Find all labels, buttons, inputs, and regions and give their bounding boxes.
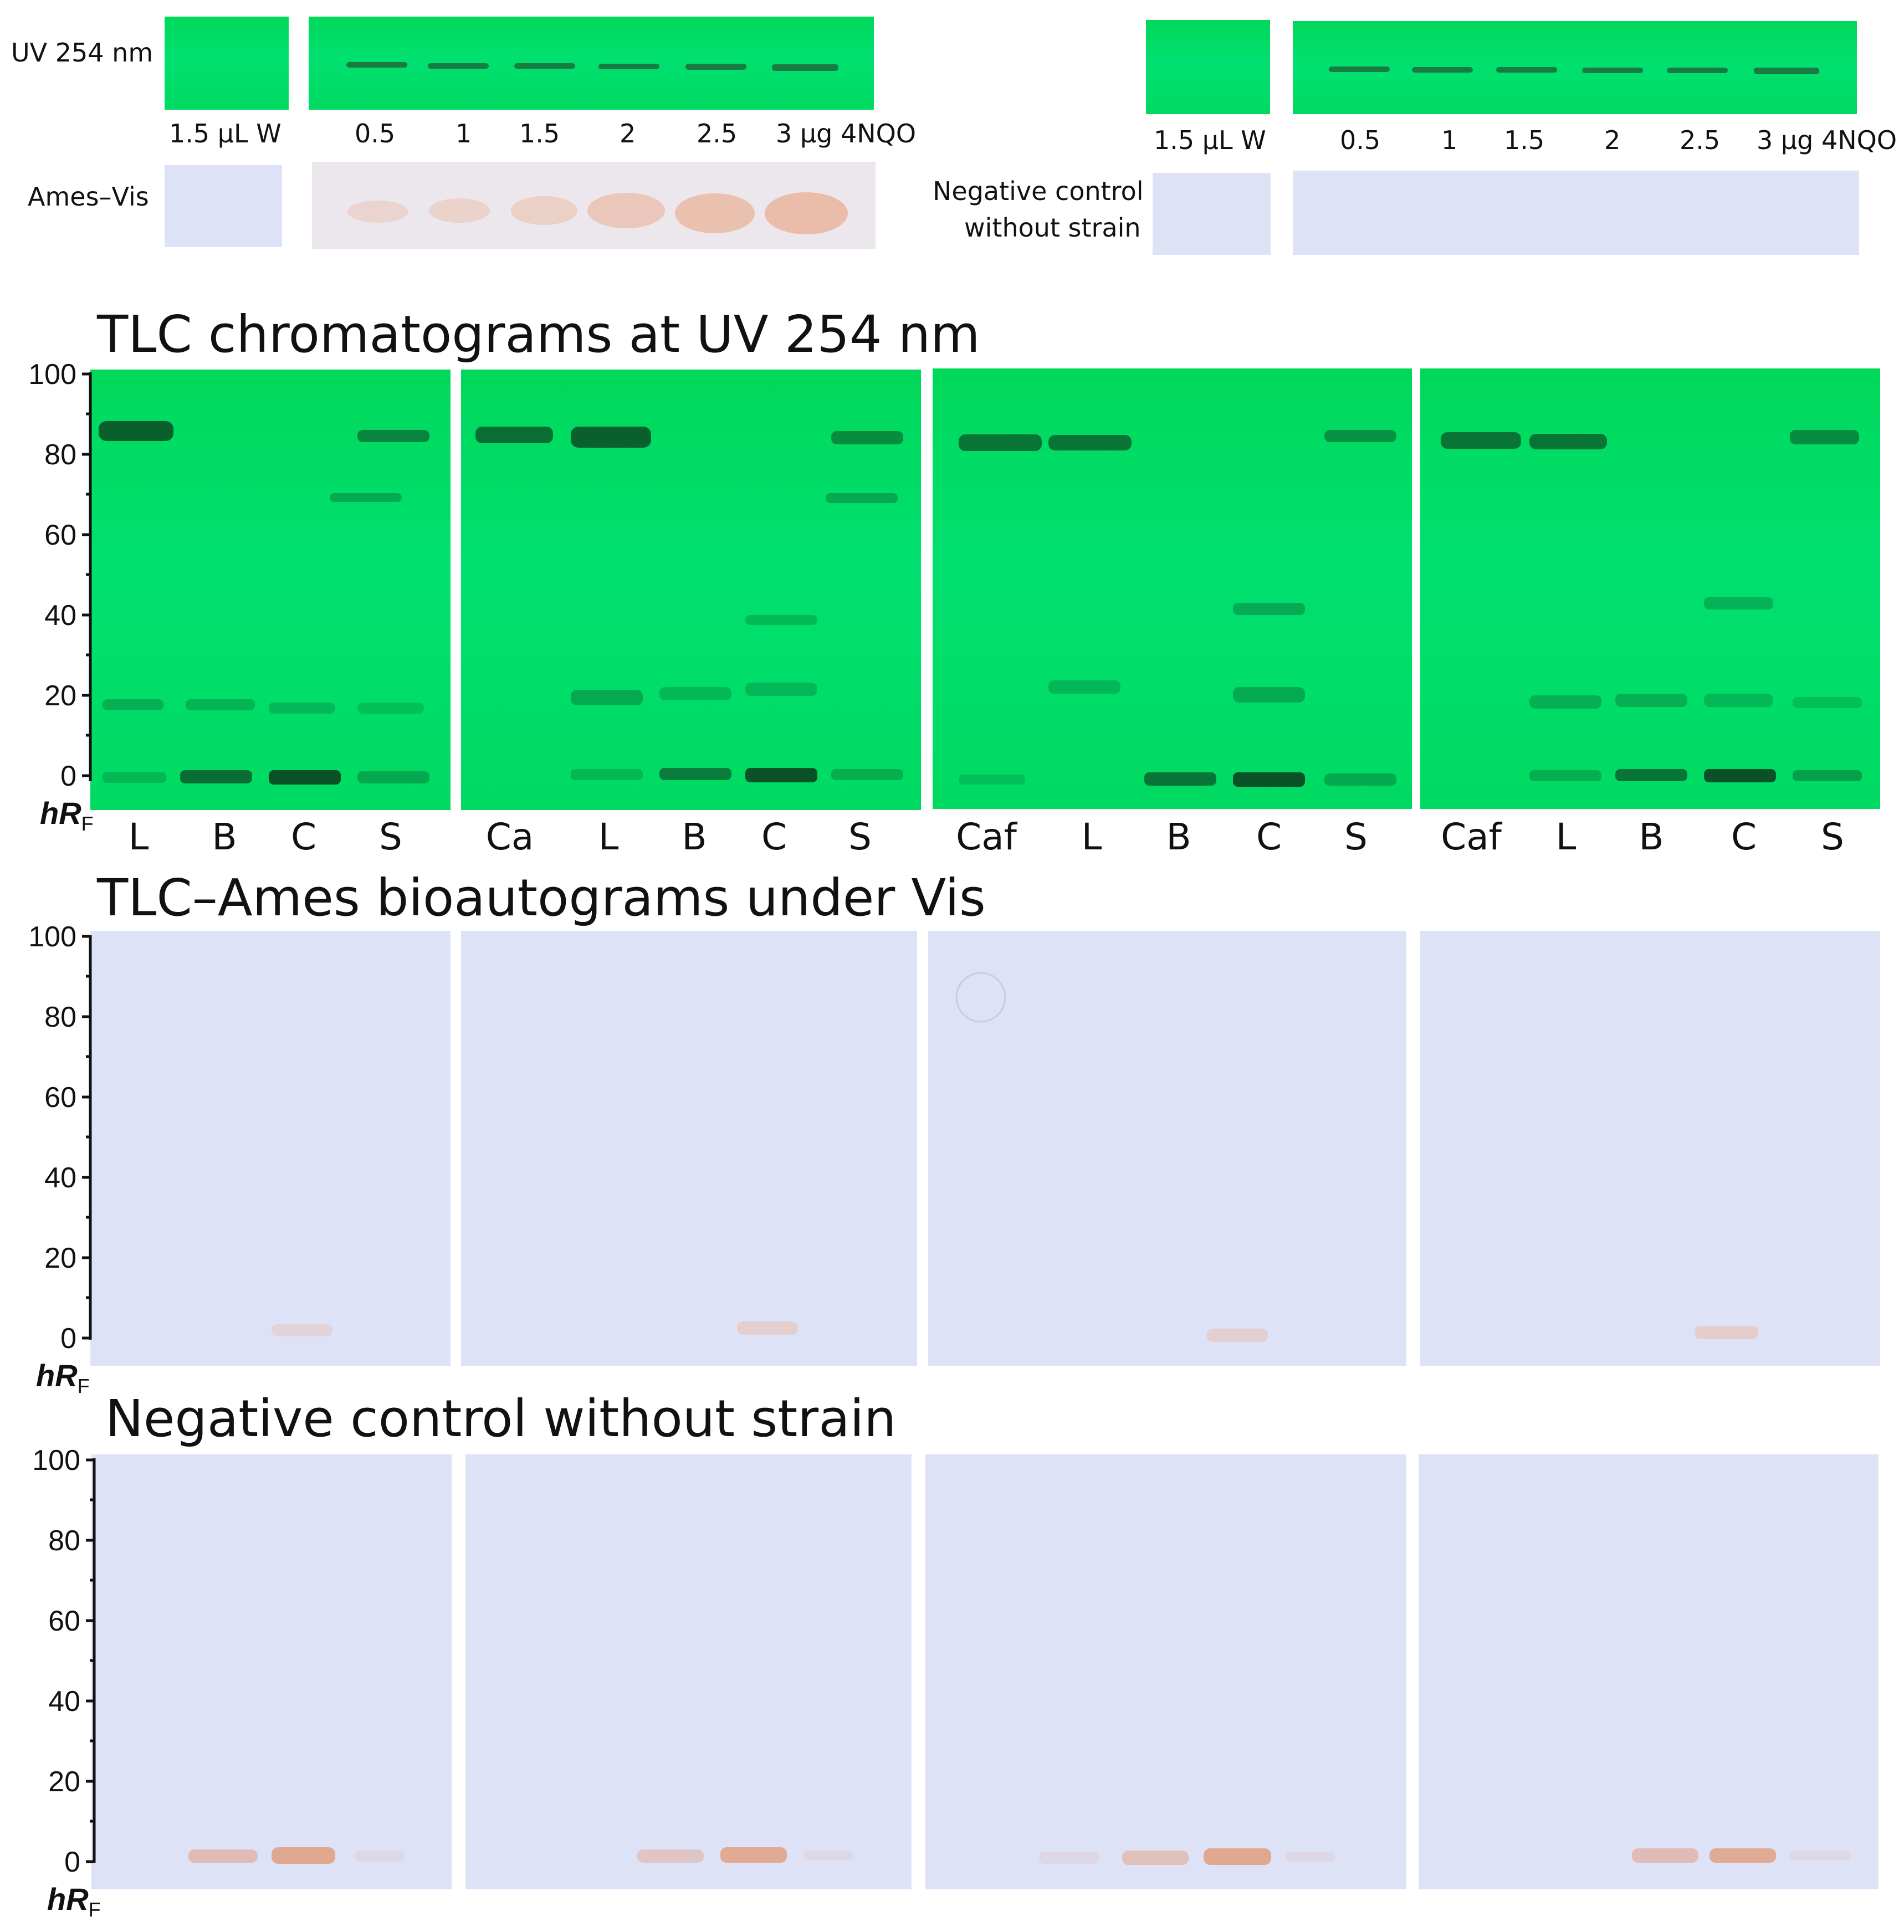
neg-spots xyxy=(188,1847,1851,1865)
ames-plate-3 xyxy=(928,931,1406,1366)
top-right-uv-bands xyxy=(1329,66,1819,74)
ames-tick-20: 20 xyxy=(44,1242,76,1274)
uv-axis-label: hRF xyxy=(40,796,94,836)
top-left-lane-7: 3 µg 4NQO xyxy=(776,119,917,148)
plate-2-lane-3: B xyxy=(682,816,707,858)
plate-3-lane-3: B xyxy=(1166,816,1191,858)
top-right-lane-5: 2 xyxy=(1604,125,1621,155)
uv-water-plate-left xyxy=(165,17,289,110)
vis-water-plate-left xyxy=(165,165,282,247)
neg-plate-2 xyxy=(465,1454,912,1889)
ames-tick-40: 40 xyxy=(44,1162,76,1194)
uv-plate-2-bands xyxy=(475,427,903,782)
top-right-lane-3: 1 xyxy=(1441,125,1458,155)
axis-neg xyxy=(86,1458,96,1863)
uv-plate-1 xyxy=(90,370,451,810)
neg-tick-60: 60 xyxy=(48,1605,80,1637)
top-right-lane-4: 1.5 xyxy=(1504,125,1545,155)
vis-water-plate-right xyxy=(1153,173,1271,255)
plate-3-lane-4: C xyxy=(1256,816,1282,858)
uv-tick-100: 100 xyxy=(28,358,76,391)
neg-tick-40: 40 xyxy=(48,1685,80,1718)
neg-plate-4 xyxy=(1419,1454,1879,1889)
plate-2-lane-4: C xyxy=(761,816,787,858)
top-right-lane-2: 0.5 xyxy=(1340,125,1381,155)
neg-section-title: Negative control without strain xyxy=(105,1389,897,1448)
neg-axis-label: hRF xyxy=(47,1882,101,1921)
ames-section-title: TLC–Ames bioautograms under Vis xyxy=(97,868,986,927)
neg-tick-0: 0 xyxy=(64,1846,80,1878)
plate-4-lane-2: L xyxy=(1555,816,1577,858)
neg-plate-3 xyxy=(925,1454,1406,1889)
axis-uv xyxy=(82,372,92,781)
top-left-lane-4: 1.5 xyxy=(519,119,560,148)
plate-4-lane-4: C xyxy=(1731,816,1757,858)
uv-tick-40: 40 xyxy=(44,599,76,632)
top-left-lane-3: 1 xyxy=(455,119,472,148)
ames-plate-2 xyxy=(461,931,917,1366)
top-left-uv-bands xyxy=(346,62,838,71)
plate-3-lane-5: S xyxy=(1344,816,1368,858)
top-right-lane-6: 2.5 xyxy=(1680,125,1721,155)
uv-plate-1-bands xyxy=(99,421,429,785)
ames-tick-80: 80 xyxy=(44,1001,76,1033)
plate-1-lane-2: B xyxy=(212,816,237,858)
plate-3-lane-1: Caf xyxy=(956,816,1017,858)
vis-row-label-left: Ames–Vis xyxy=(28,182,149,212)
plate-2-lane-1: Ca xyxy=(485,816,534,858)
uv-tick-60: 60 xyxy=(44,519,76,551)
top-left-vis-spots xyxy=(347,192,848,234)
plate-2-lane-5: S xyxy=(848,816,872,858)
ames-plate-1 xyxy=(90,931,451,1366)
plate-1-lane-4: S xyxy=(379,816,402,858)
neg-tick-80: 80 xyxy=(48,1525,80,1557)
plate-4-lane-3: B xyxy=(1639,816,1664,858)
uv-tick-20: 20 xyxy=(44,680,76,712)
top-right-lane-1: 1.5 µL W xyxy=(1154,125,1266,155)
top-left-lane-2: 0.5 xyxy=(355,119,396,148)
uv-plate-4-bands xyxy=(1441,430,1862,782)
plate-1-lane-3: C xyxy=(290,816,317,858)
top-right-lane-7: 3 µg 4NQO xyxy=(1757,125,1897,155)
ames-tick-0: 0 xyxy=(60,1323,76,1355)
ames-tick-100: 100 xyxy=(28,921,76,953)
plate-2-lane-2: L xyxy=(598,816,619,858)
neg-plate-1 xyxy=(91,1454,452,1889)
plate-4-lane-1: Caf xyxy=(1441,816,1502,858)
neg-tick-100: 100 xyxy=(32,1444,80,1477)
ames-tick-60: 60 xyxy=(44,1082,76,1114)
uv-row-label-left: UV 254 nm xyxy=(11,38,153,68)
uv-tick-80: 80 xyxy=(44,439,76,471)
vis-4nqo-plate-right xyxy=(1293,171,1859,255)
ames-plate-4 xyxy=(1420,931,1880,1366)
ames-bubble-artifact xyxy=(955,972,1006,1023)
uv-plate-3-bands xyxy=(959,430,1396,787)
ames-spots xyxy=(272,1321,1758,1342)
plate-1-lane-1: L xyxy=(128,816,149,858)
uv-section-title: TLC chromatograms at UV 254 nm xyxy=(97,305,980,364)
plate-3-lane-2: L xyxy=(1081,816,1102,858)
uv-water-plate-right xyxy=(1146,20,1270,114)
ames-axis-label: hRF xyxy=(36,1358,90,1398)
vis-row-label-right-1: Negative control xyxy=(933,176,1144,206)
uv-tick-0: 0 xyxy=(60,760,76,792)
plate-4-lane-5: S xyxy=(1821,816,1844,858)
top-left-lane-6: 2.5 xyxy=(697,119,738,148)
axis-ames xyxy=(82,935,92,1340)
top-left-lane-5: 2 xyxy=(620,119,636,148)
neg-tick-20: 20 xyxy=(48,1766,80,1798)
vis-row-label-right-2: without strain xyxy=(964,213,1141,243)
top-left-lane-1: 1.5 µL W xyxy=(169,119,281,148)
